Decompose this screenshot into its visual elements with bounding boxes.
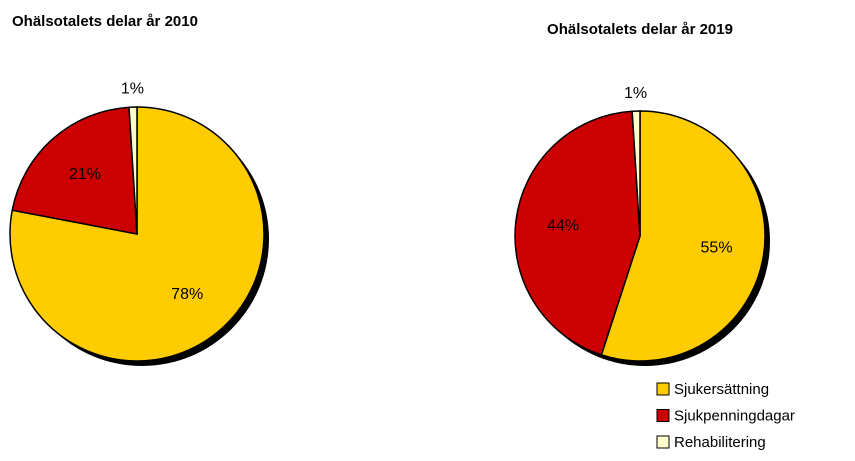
data-label: 78% xyxy=(171,286,203,303)
data-label: 44% xyxy=(547,218,579,235)
pie-slice xyxy=(631,110,641,237)
pie-slice xyxy=(11,106,138,235)
legend-swatch xyxy=(656,382,670,396)
data-label: 21% xyxy=(69,166,101,183)
data-label: 55% xyxy=(701,239,733,256)
chart-title: Ohälsotalets delar år 2019 xyxy=(547,21,733,38)
pie-slice xyxy=(600,110,766,362)
legend-label: Sjukersättning xyxy=(674,381,769,398)
legend-swatch xyxy=(656,435,670,449)
data-label: 1% xyxy=(121,81,144,98)
pie-slice xyxy=(128,106,138,235)
chart-title: Ohälsotalets delar år 2010 xyxy=(12,13,198,30)
legend-swatch xyxy=(656,409,670,422)
legend-label: Rehabilitering xyxy=(674,434,766,451)
legend-label: Sjukpenningdagar xyxy=(674,407,795,424)
pie-slice xyxy=(514,110,641,356)
data-label: 1% xyxy=(624,85,647,102)
